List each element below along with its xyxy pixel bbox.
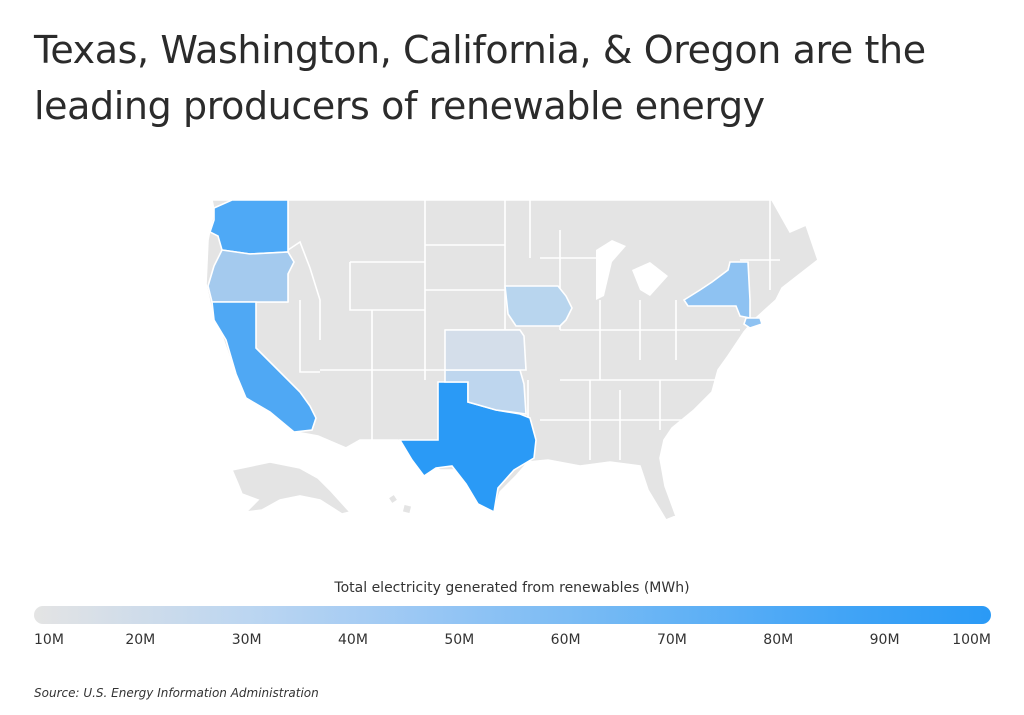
legend-color-scale [34, 606, 991, 624]
legend-swatch [778, 606, 885, 624]
legend-label: 50M [444, 632, 475, 648]
page-title: Texas, Washington, California, & Oregon … [34, 28, 926, 128]
hawaii-big-island [401, 503, 413, 515]
state-oregon[interactable] [207, 249, 295, 303]
state-new-jersey[interactable] [743, 317, 764, 329]
great-lakes [596, 240, 668, 300]
legend-label: 100M [952, 632, 991, 648]
legend-label: 80M [763, 632, 794, 648]
legend-title: Total electricity generated from renewab… [334, 580, 690, 596]
state-new-york[interactable] [682, 261, 751, 319]
legend-swatch [352, 606, 460, 624]
legend-labels: 10M 20M 30M 40M 50M 60M 70M 80M 90M 100M [34, 632, 991, 652]
legend-label: 10M [34, 632, 64, 648]
legend-swatch [459, 606, 566, 624]
legend-label: 20M [125, 632, 156, 648]
legend-label: 40M [338, 632, 368, 648]
legend-label: 60M [550, 632, 581, 648]
legend-swatch [884, 606, 991, 624]
legend-swatch [671, 606, 779, 624]
state-iowa[interactable] [504, 285, 573, 327]
legend-label: 70M [656, 632, 687, 648]
hawaii [386, 492, 400, 506]
state-california[interactable] [211, 301, 317, 433]
source-note: Source: U.S. Energy Information Administ… [34, 686, 319, 700]
state-washington[interactable] [209, 199, 289, 255]
legend-swatch [140, 606, 247, 624]
us-choropleth-map [0, 190, 1024, 530]
state-oklahoma[interactable] [444, 369, 527, 415]
legend-swatch [34, 606, 141, 624]
legend-label: 30M [231, 632, 262, 648]
legend-swatch [246, 606, 353, 624]
alaska [230, 461, 352, 515]
legend-swatch [565, 606, 672, 624]
state-kansas[interactable] [444, 329, 527, 371]
legend-label: 90M [869, 632, 900, 648]
